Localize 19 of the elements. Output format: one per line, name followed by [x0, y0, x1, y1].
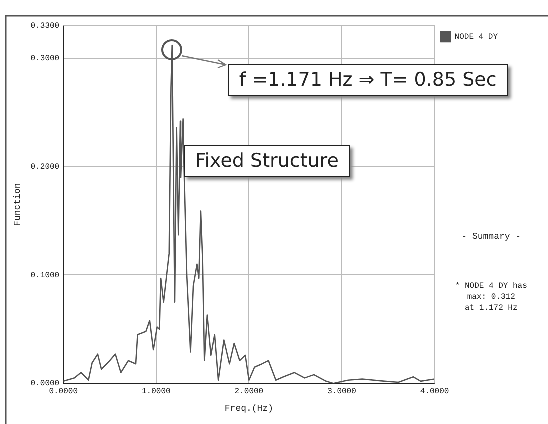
- text: * NODE 4 DY has: [454, 282, 528, 291]
- annotation: Fixed Structure: [184, 145, 350, 178]
- y-tick-label: 0.3000: [30, 54, 60, 64]
- text: - Summary -: [460, 232, 522, 242]
- y-tick-label: 0.1000: [30, 271, 60, 280]
- text: at 1.172 Hz: [464, 304, 519, 313]
- annotation: f =1.171 Hz ⇒ T= 0.85 Sec: [228, 64, 508, 96]
- x-tick-label: 0.0000: [49, 388, 78, 397]
- x-tick-label: 2.0000: [234, 388, 264, 397]
- x-axis-title: Freq.(Hz): [224, 404, 274, 414]
- x-tick-label: 4.0000: [420, 388, 450, 397]
- x-tick-label: 3.0000: [328, 388, 357, 397]
- y-axis-title: Function: [12, 183, 23, 226]
- legend-label: NODE 4 DY: [454, 33, 498, 42]
- text: max: 0.312: [466, 292, 516, 302]
- x-tick-label: 1.0000: [142, 388, 171, 397]
- y-tick-label: 0.2000: [30, 163, 60, 172]
- y-tick-label: 0.0000: [30, 380, 60, 389]
- y-tick-label: 0.3300: [30, 22, 60, 32]
